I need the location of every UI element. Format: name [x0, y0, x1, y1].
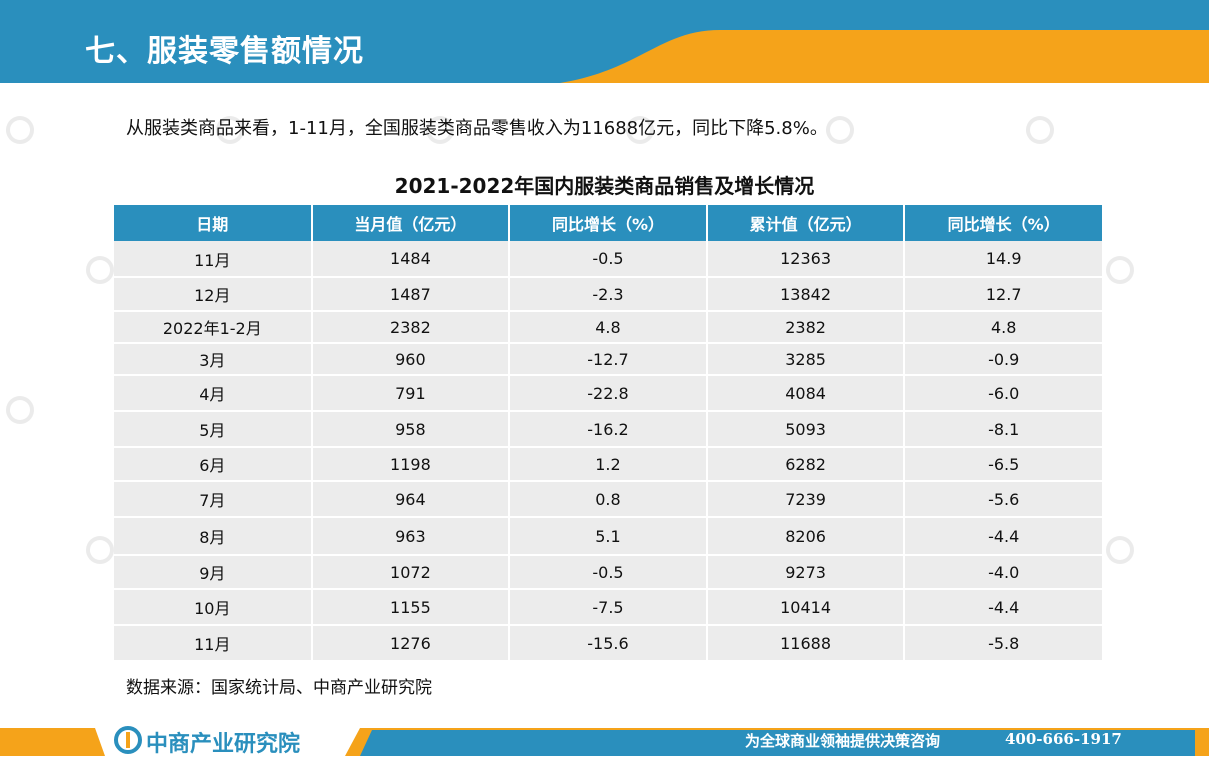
- column-header-monthly-value: 当月值（亿元）: [311, 205, 511, 241]
- table-row: 8月 963 5.1 8206 -4.4: [114, 517, 1102, 556]
- data-source: 数据来源：国家统计局、中商产业研究院: [126, 678, 432, 698]
- cell-monthly-growth: 0.8: [509, 481, 708, 518]
- cell-monthly-value: 958: [311, 411, 511, 448]
- cell-cumulative-value: 6282: [706, 447, 906, 482]
- cell-cumulative-value: 8206: [706, 517, 906, 556]
- cell-cumulative-value: 10414: [706, 589, 906, 626]
- cell-cumulative-growth: 14.9: [904, 241, 1102, 278]
- cell-cumulative-value: 5093: [706, 411, 906, 448]
- cell-date: 9月: [114, 555, 313, 590]
- cell-cumulative-value: 13842: [706, 277, 906, 312]
- cell-monthly-value: 964: [311, 481, 511, 518]
- cell-monthly-growth: -22.8: [509, 375, 708, 412]
- table-row: 3月 960 -12.7 3285 -0.9: [114, 343, 1102, 376]
- table-header-row: 日期 当月值（亿元） 同比增长（%） 累计值（亿元） 同比增长（%）: [114, 205, 1102, 241]
- table-title: 2021-2022年国内服装类商品销售及增长情况: [394, 174, 815, 198]
- cell-monthly-growth: 1.2: [509, 447, 708, 482]
- cell-monthly-growth: -12.7: [509, 343, 708, 376]
- cell-monthly-growth: -0.5: [509, 555, 708, 590]
- header-accent-swoosh: [560, 30, 1209, 83]
- cell-monthly-value: 963: [311, 517, 511, 556]
- table-row: 2022年1-2月 2382 4.8 2382 4.8: [114, 311, 1102, 344]
- cell-date: 5月: [114, 411, 313, 448]
- cell-cumulative-growth: -4.4: [904, 517, 1102, 556]
- watermark-tile: [6, 396, 34, 424]
- cell-date: 2022年1-2月: [114, 311, 313, 344]
- cell-cumulative-value: 3285: [706, 343, 906, 376]
- cell-date: 11月: [114, 625, 313, 662]
- cell-date: 4月: [114, 375, 313, 412]
- cell-cumulative-value: 7239: [706, 481, 906, 518]
- cell-date: 6月: [114, 447, 313, 482]
- cell-date: 11月: [114, 241, 313, 278]
- table-row: 11月 1276 -15.6 11688 -5.8: [114, 625, 1102, 662]
- table-row: 10月 1155 -7.5 10414 -4.4: [114, 589, 1102, 626]
- cell-cumulative-growth: -4.4: [904, 589, 1102, 626]
- watermark-tile: [1106, 536, 1134, 564]
- table-row: 4月 791 -22.8 4084 -6.0: [114, 375, 1102, 412]
- column-header-monthly-growth: 同比增长（%）: [509, 205, 708, 241]
- cell-monthly-value: 1487: [311, 277, 511, 312]
- cell-date: 12月: [114, 277, 313, 312]
- cell-monthly-value: 791: [311, 375, 511, 412]
- cell-monthly-growth: -2.3: [509, 277, 708, 312]
- watermark-tile: [1106, 256, 1134, 284]
- table-row: 11月 1484 -0.5 12363 14.9: [114, 241, 1102, 278]
- cell-cumulative-growth: -5.8: [904, 625, 1102, 662]
- table-row: 9月 1072 -0.5 9273 -4.0: [114, 555, 1102, 590]
- cell-cumulative-growth: 12.7: [904, 277, 1102, 312]
- cell-cumulative-growth: -4.0: [904, 555, 1102, 590]
- cell-monthly-value: 1198: [311, 447, 511, 482]
- intro-paragraph: 从服装类商品来看，1-11月，全国服装类商品零售收入为11688亿元，同比下降5…: [126, 118, 828, 139]
- cell-monthly-value: 2382: [311, 311, 511, 344]
- cell-monthly-growth: -0.5: [509, 241, 708, 278]
- cell-cumulative-growth: -0.9: [904, 343, 1102, 376]
- watermark-tile: [1026, 116, 1054, 144]
- page-title: 七、服装零售额情况: [85, 34, 364, 69]
- watermark-tile: [86, 256, 114, 284]
- table-row: 12月 1487 -2.3 13842 12.7: [114, 277, 1102, 312]
- cell-date: 8月: [114, 517, 313, 556]
- cell-monthly-growth: -15.6: [509, 625, 708, 662]
- sales-table: 日期 当月值（亿元） 同比增长（%） 累计值（亿元） 同比增长（%） 11月 14…: [114, 205, 1102, 662]
- cell-date: 10月: [114, 589, 313, 626]
- company-logo-text: 中商产业研究院: [146, 732, 301, 757]
- table-row: 7月 964 0.8 7239 -5.6: [114, 481, 1102, 518]
- cell-cumulative-value: 9273: [706, 555, 906, 590]
- watermark-tile: [6, 116, 34, 144]
- watermark-tile: [826, 116, 854, 144]
- cell-cumulative-growth: -6.0: [904, 375, 1102, 412]
- cell-cumulative-growth: 4.8: [904, 311, 1102, 344]
- column-header-cumulative-value: 累计值（亿元）: [706, 205, 906, 241]
- footer-bar: [0, 728, 1209, 756]
- watermark-tile: [86, 536, 114, 564]
- cell-cumulative-value: 4084: [706, 375, 906, 412]
- cell-monthly-value: 1276: [311, 625, 511, 662]
- footer-slogan: 为全球商业领袖提供决策咨询: [745, 732, 941, 750]
- column-header-date: 日期: [114, 205, 313, 241]
- cell-cumulative-value: 2382: [706, 311, 906, 344]
- cell-cumulative-value: 12363: [706, 241, 906, 278]
- cell-monthly-growth: 5.1: [509, 517, 708, 556]
- cell-monthly-growth: -16.2: [509, 411, 708, 448]
- cell-cumulative-growth: -5.6: [904, 481, 1102, 518]
- cell-monthly-value: 1072: [311, 555, 511, 590]
- cell-monthly-value: 1155: [311, 589, 511, 626]
- company-logo-icon: [114, 726, 142, 754]
- cell-cumulative-growth: -6.5: [904, 447, 1102, 482]
- cell-date: 7月: [114, 481, 313, 518]
- cell-cumulative-growth: -8.1: [904, 411, 1102, 448]
- table-row: 6月 1198 1.2 6282 -6.5: [114, 447, 1102, 482]
- table-row: 5月 958 -16.2 5093 -8.1: [114, 411, 1102, 448]
- cell-monthly-growth: -7.5: [509, 589, 708, 626]
- column-header-cumulative-growth: 同比增长（%）: [904, 205, 1102, 241]
- footer-phone: 400-666-1917: [1005, 730, 1122, 748]
- cell-date: 3月: [114, 343, 313, 376]
- cell-monthly-value: 1484: [311, 241, 511, 278]
- cell-cumulative-value: 11688: [706, 625, 906, 662]
- cell-monthly-value: 960: [311, 343, 511, 376]
- cell-monthly-growth: 4.8: [509, 311, 708, 344]
